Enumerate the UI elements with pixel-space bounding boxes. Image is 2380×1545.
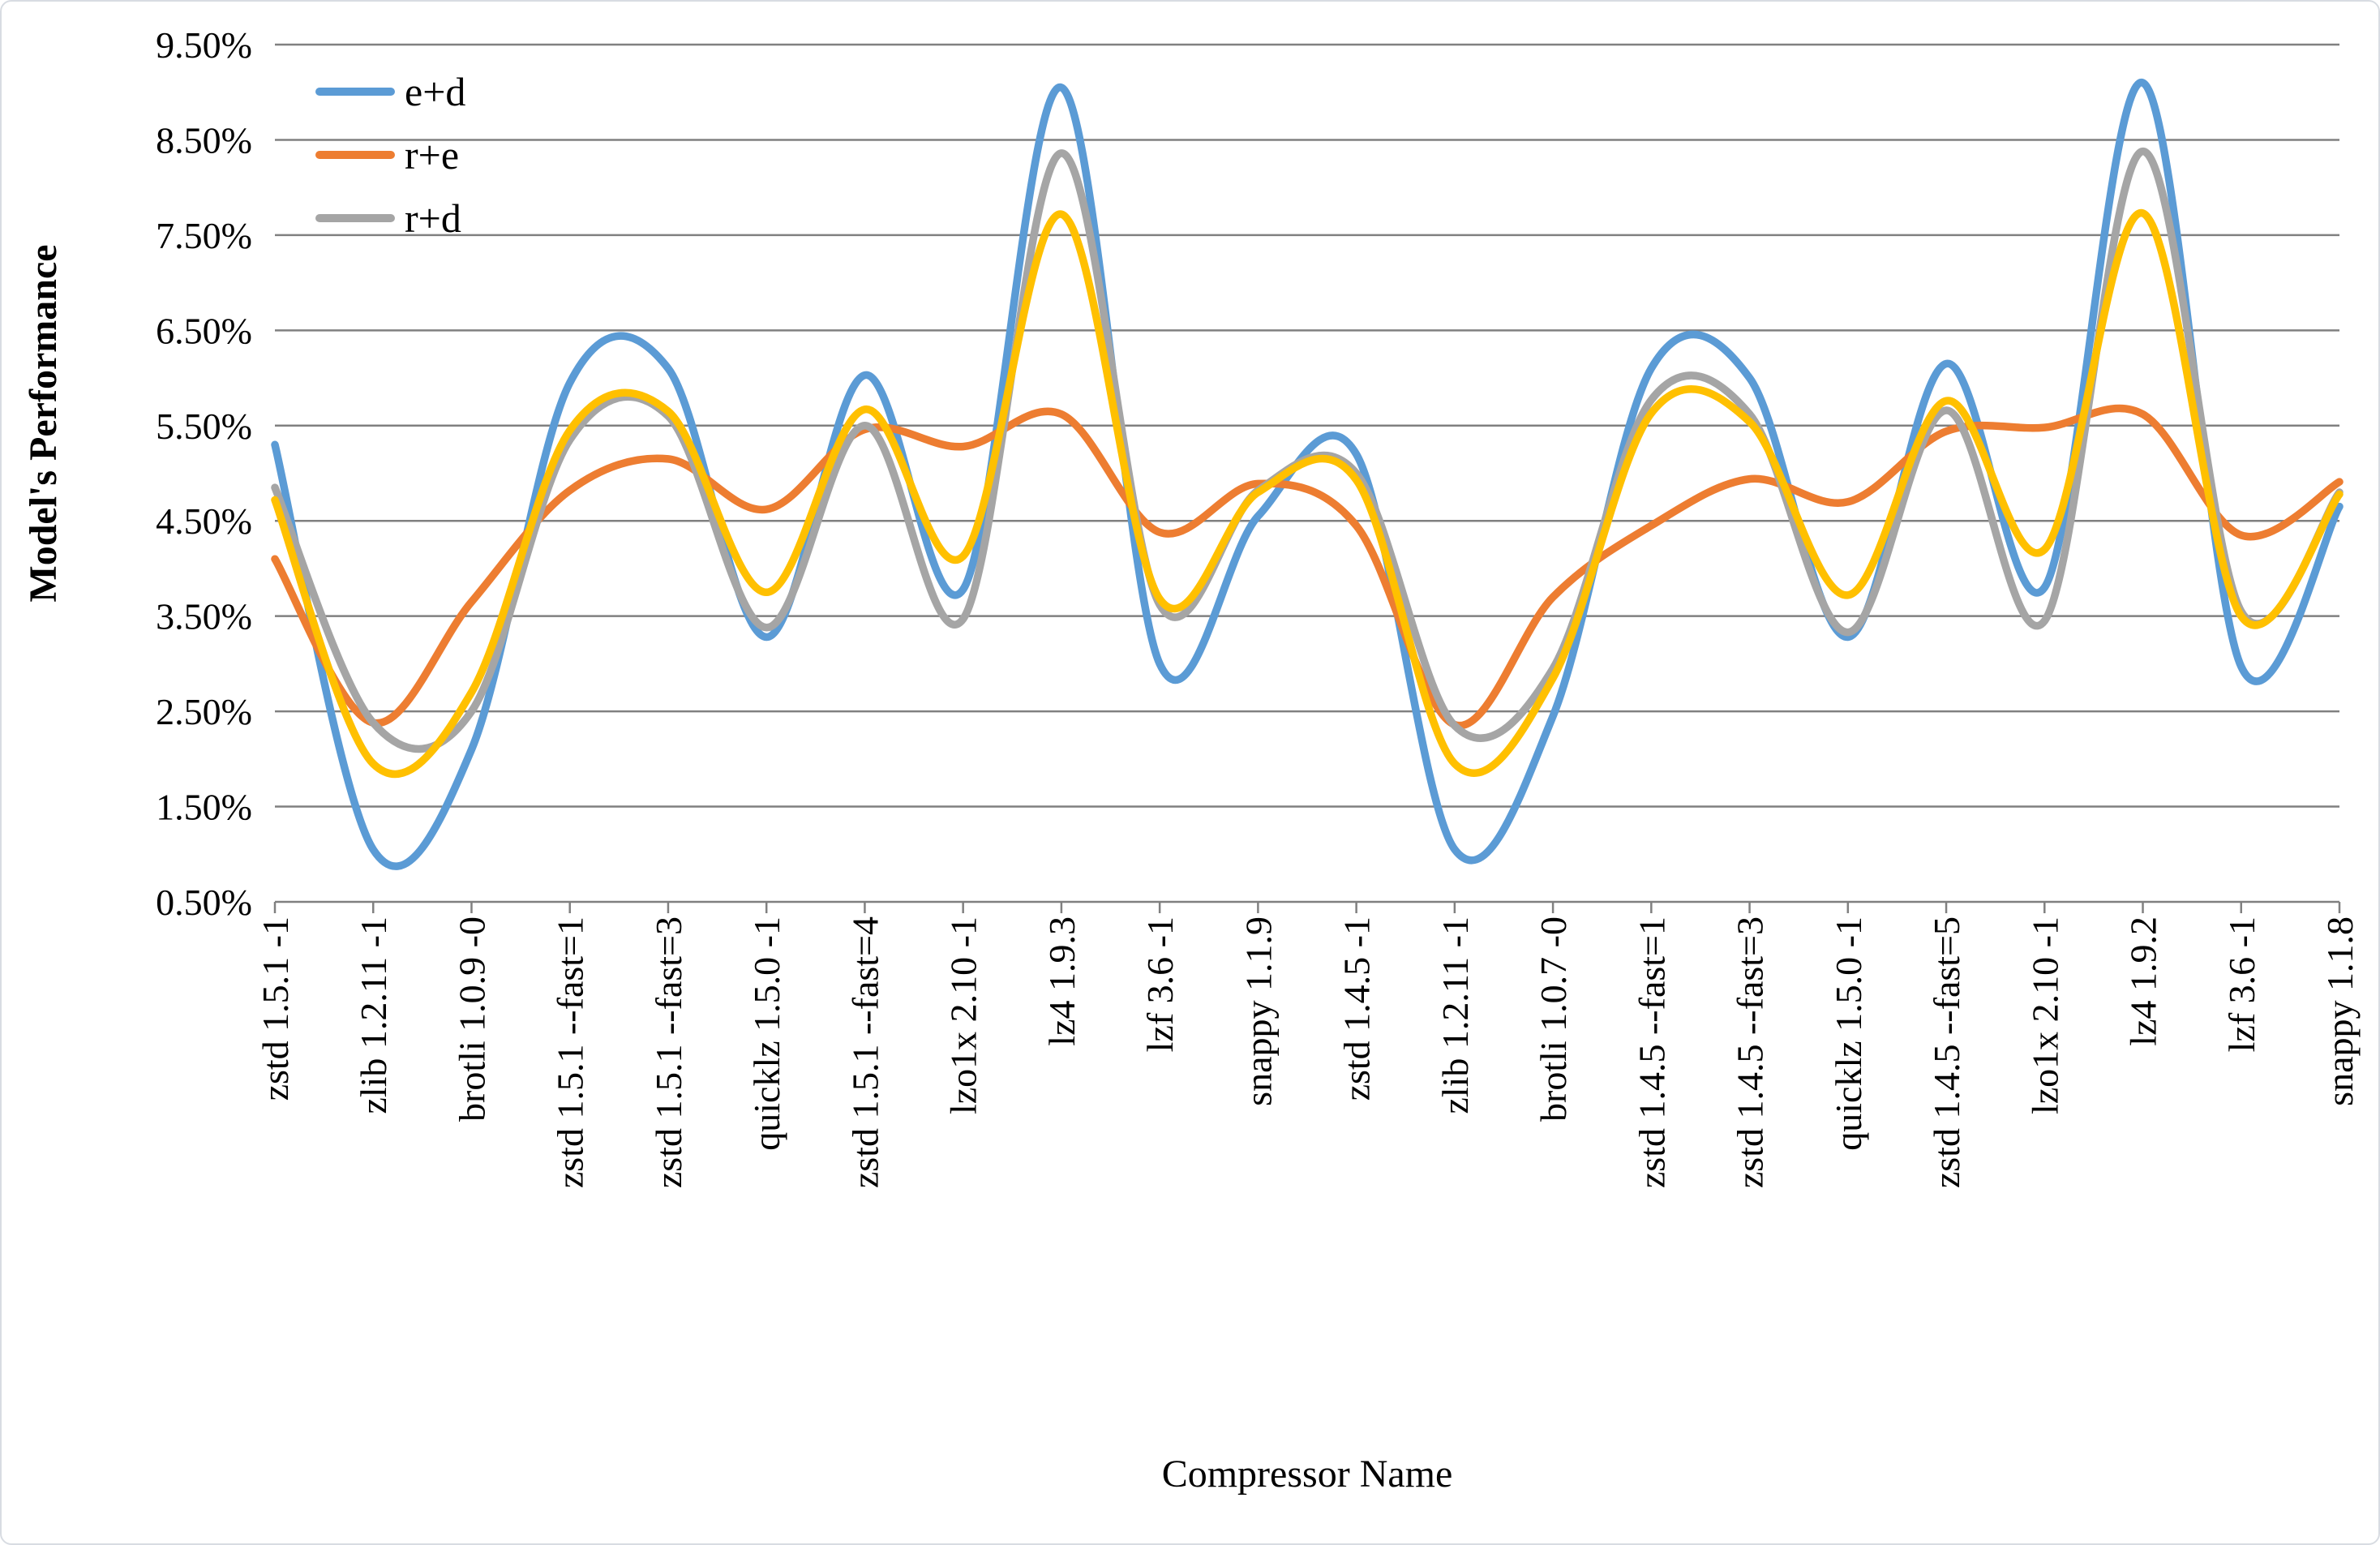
x-axis-title: Compressor Name: [1161, 1453, 1453, 1496]
x-tick-label: zstd 1.5.1 --fast=4: [844, 916, 886, 1188]
x-tick-label: quicklz 1.5.0 -1: [746, 916, 787, 1151]
legend-swatch-icon: [315, 214, 395, 222]
legend-item: r+d: [315, 187, 465, 250]
legend-label: e+d: [405, 69, 466, 114]
y-tick-label: 9.50%: [156, 24, 252, 66]
y-tick-label: 4.50%: [156, 500, 252, 542]
x-tick-label: quicklz 1.5.0 -1: [1828, 916, 1869, 1151]
x-tick-label: lzf 3.6 -1: [1139, 916, 1181, 1052]
x-tick-label: brotli 1.0.9 -0: [451, 916, 492, 1122]
y-tick-label: 6.50%: [156, 310, 252, 351]
x-tick-label: snappy 1.1.8: [2319, 916, 2361, 1106]
x-tick-label: zstd 1.4.5 --fast=3: [1730, 916, 1771, 1188]
series-line-e+d: [271, 79, 2344, 870]
x-tick-label: zstd 1.5.1 --fast=1: [550, 916, 591, 1188]
series-line-r+e: [271, 404, 2344, 730]
series-line-series-4: [271, 209, 2344, 779]
y-tick-label: 5.50%: [156, 406, 252, 447]
legend: e+d r+e r+d: [315, 60, 465, 250]
y-tick-label: 2.50%: [156, 691, 252, 732]
x-tick-label: zstd 1.4.5 --fast=1: [1631, 916, 1672, 1188]
legend-item: r+e: [315, 123, 465, 187]
x-tick-label: zlib 1.2.11 -1: [353, 916, 394, 1114]
x-tick-label: lz4 1.9.3: [1041, 916, 1083, 1046]
y-tick-label: 0.50%: [156, 882, 252, 923]
x-tick-label: brotli 1.0.7 -0: [1533, 916, 1574, 1122]
x-tick-label: zstd 1.5.1 --fast=3: [648, 916, 689, 1188]
legend-swatch-icon: [315, 151, 395, 159]
x-tick-label: lzf 3.6 -1: [2221, 916, 2262, 1052]
legend-swatch-icon: [315, 88, 395, 96]
x-tick-label: lzo1x 2.10 -1: [2024, 916, 2065, 1114]
legend-item: e+d: [315, 60, 465, 123]
x-tick-label: lzo1x 2.10 -1: [943, 916, 984, 1114]
x-tick-label: zstd 1.5.1 -1: [255, 916, 296, 1101]
y-tick-label: 7.50%: [156, 215, 252, 256]
x-tick-label: lz4 1.9.2: [2123, 916, 2164, 1046]
x-tick-label: zlib 1.2.11 -1: [1434, 916, 1476, 1114]
x-tick-label: zstd 1.4.5 -1: [1336, 916, 1378, 1101]
legend-label: r+d: [405, 195, 461, 241]
y-axis-title: Model's Performance: [22, 244, 65, 603]
y-tick-label: 8.50%: [156, 119, 252, 161]
x-tick-label: zstd 1.4.5 --fast=5: [1926, 916, 1967, 1188]
x-tick-label: snappy 1.1.9: [1237, 916, 1279, 1106]
legend-label: r+e: [405, 132, 460, 178]
y-tick-label: 1.50%: [156, 787, 252, 828]
y-tick-label: 3.50%: [156, 596, 252, 637]
